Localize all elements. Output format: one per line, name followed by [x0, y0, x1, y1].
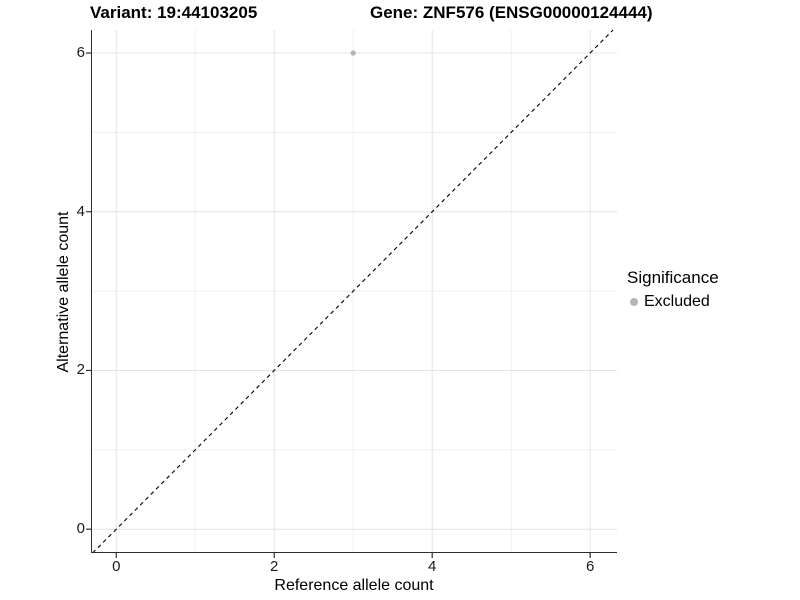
y-axis-title: Alternative allele count — [55, 211, 72, 373]
x-axis-title: Reference allele count — [274, 577, 434, 594]
plot-canvas — [86, 29, 617, 558]
gene-title: Gene: ZNF576 (ENSG00000124444) — [370, 3, 653, 22]
variant-title: Variant: 19:44103205 — [90, 3, 258, 22]
y-tick-label: 4 — [76, 202, 85, 220]
y-tick-label: 0 — [76, 520, 85, 538]
legend-title: Significance — [627, 268, 719, 287]
x-tick-label: 4 — [428, 558, 437, 575]
x-tick-label: 6 — [585, 558, 595, 575]
data-point — [350, 50, 356, 56]
x-tick-label: 0 — [112, 558, 121, 575]
y-tick-label: 6 — [76, 44, 85, 61]
legend-point-swatch — [630, 298, 638, 306]
plot-panel — [86, 29, 617, 558]
y-tick-label: 2 — [76, 361, 85, 379]
legend-item-label: Excluded — [644, 293, 710, 310]
x-tick-label: 2 — [270, 558, 279, 575]
identity-dashed-line — [92, 29, 614, 554]
legend-items: Excluded — [627, 293, 719, 311]
significance-legend: Significance Excluded — [627, 268, 719, 311]
legend-item: Excluded — [627, 293, 719, 311]
